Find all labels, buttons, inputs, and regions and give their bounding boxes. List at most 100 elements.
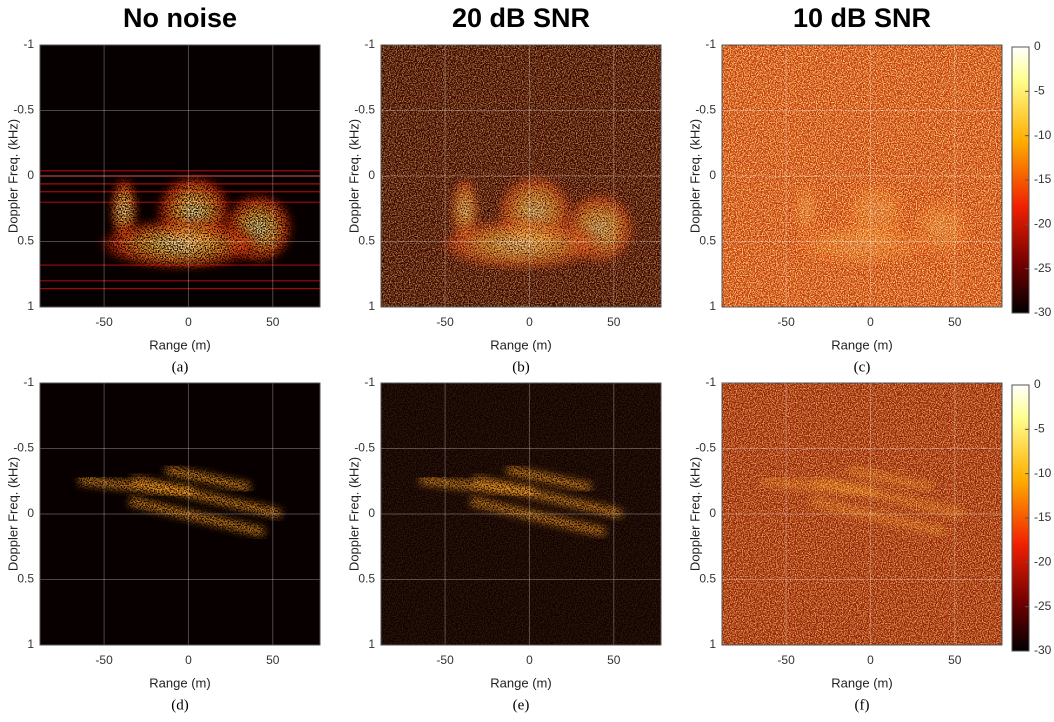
- y-tick-label: 0: [368, 506, 375, 520]
- echo: [96, 217, 264, 271]
- colorbar-tick-label: -10: [1034, 128, 1052, 142]
- image: [381, 383, 661, 645]
- x-axis-label: Range (m): [831, 675, 892, 690]
- x-tick-label: 50: [607, 653, 621, 667]
- y-tick-label: 0: [709, 506, 716, 520]
- y-axis-label: Doppler Freq. (kHz): [346, 119, 361, 233]
- echo: [131, 475, 282, 519]
- caption: (c): [854, 359, 871, 375]
- plot-frame: [380, 44, 662, 308]
- x-tick-label: 50: [948, 653, 962, 667]
- y-tick-label: 1: [27, 299, 34, 313]
- y-tick-label: -0.5: [695, 103, 716, 117]
- image: [40, 383, 320, 645]
- x-tick-label: -50: [777, 315, 795, 329]
- y-tick-label: 1: [368, 299, 375, 313]
- noise: [381, 45, 661, 307]
- y-axis-label: Doppler Freq. (kHz): [346, 457, 361, 571]
- x-tick-label: 50: [607, 315, 621, 329]
- y-tick-label: -1: [23, 375, 34, 389]
- x-tick-label: 0: [526, 315, 533, 329]
- x-axis-label: Range (m): [149, 675, 210, 690]
- y-tick-label: 0: [368, 168, 375, 182]
- y-tick-label: -0.5: [13, 103, 34, 117]
- x-tick-label: 50: [266, 315, 280, 329]
- caption: (e): [513, 697, 530, 713]
- noise: [722, 383, 1002, 645]
- noise: [722, 45, 1002, 307]
- plot-frame: [380, 382, 662, 646]
- y-tick-label: 0.5: [699, 572, 716, 586]
- y-axis-label: Doppler Freq. (kHz): [687, 457, 702, 571]
- x-tick-label: 50: [948, 315, 962, 329]
- y-tick-label: -1: [364, 37, 375, 51]
- x-tick-label: -50: [777, 653, 795, 667]
- y-tick-label: 0.5: [17, 234, 34, 248]
- x-tick-label: 0: [185, 653, 192, 667]
- y-tick-label: 1: [709, 637, 716, 651]
- colorbar-tick-label: 0: [1034, 377, 1041, 391]
- image: [40, 45, 320, 307]
- x-axis-label: Range (m): [490, 337, 551, 352]
- caption: (b): [512, 359, 530, 375]
- plot-frame: [721, 44, 1003, 308]
- caption: (f): [855, 697, 870, 713]
- y-tick-label: -0.5: [13, 441, 34, 455]
- column-title: No noise: [123, 3, 237, 33]
- x-tick-label: -50: [436, 315, 454, 329]
- colorbar-tick-label: -15: [1034, 172, 1052, 186]
- y-tick-label: 1: [27, 637, 34, 651]
- y-tick-label: 1: [368, 637, 375, 651]
- x-tick-label: 0: [185, 315, 192, 329]
- colorbar-tick-label: -20: [1034, 555, 1052, 569]
- column-title: 10 dB SNR: [793, 3, 931, 33]
- x-axis-label: Range (m): [149, 337, 210, 352]
- caption: (a): [172, 359, 189, 375]
- y-tick-label: -0.5: [695, 441, 716, 455]
- colorbar-tick-label: -25: [1034, 261, 1052, 275]
- image: [722, 383, 1002, 645]
- colorbar-tick-label: -10: [1034, 466, 1052, 480]
- y-tick-label: -0.5: [354, 103, 375, 117]
- y-tick-label: 1: [709, 299, 716, 313]
- y-tick-label: 0: [27, 506, 34, 520]
- plot-frame: [39, 382, 321, 646]
- x-tick-label: 50: [266, 653, 280, 667]
- colorbar-tick-label: -25: [1034, 599, 1052, 613]
- y-tick-label: -0.5: [354, 441, 375, 455]
- colorbar-tick-label: -15: [1034, 510, 1052, 524]
- plot-frame: [39, 44, 321, 308]
- x-tick-label: 0: [526, 653, 533, 667]
- colorbar-tick-label: 0: [1034, 39, 1041, 53]
- colorbar-tick-label: -5: [1034, 422, 1045, 436]
- x-axis-label: Range (m): [490, 675, 551, 690]
- y-tick-label: 0.5: [17, 572, 34, 586]
- y-tick-label: 0.5: [358, 234, 375, 248]
- x-tick-label: -50: [95, 315, 113, 329]
- image: [722, 45, 1002, 307]
- x-tick-label: -50: [95, 653, 113, 667]
- y-tick-label: 0.5: [699, 234, 716, 248]
- colorbar-tick-label: -5: [1034, 84, 1045, 98]
- caption: (d): [171, 697, 189, 713]
- y-tick-label: -1: [364, 375, 375, 389]
- y-tick-label: -1: [705, 37, 716, 51]
- echo: [128, 496, 266, 537]
- x-axis-label: Range (m): [831, 337, 892, 352]
- echo: [165, 465, 251, 493]
- y-axis-label: Doppler Freq. (kHz): [687, 119, 702, 233]
- y-axis-label: Doppler Freq. (kHz): [5, 119, 20, 233]
- y-tick-label: -1: [23, 37, 34, 51]
- y-tick-label: 0: [27, 168, 34, 182]
- y-tick-label: 0: [709, 168, 716, 182]
- colorbar-tick-label: -30: [1034, 643, 1052, 657]
- colorbar-tick-label: -30: [1034, 305, 1052, 319]
- column-title: 20 dB SNR: [452, 3, 590, 33]
- y-axis-label: Doppler Freq. (kHz): [5, 457, 20, 571]
- image: [381, 45, 661, 307]
- plot-frame: [721, 382, 1003, 646]
- y-tick-label: -1: [705, 375, 716, 389]
- x-tick-label: -50: [436, 653, 454, 667]
- colorbar-tick-label: -20: [1034, 217, 1052, 231]
